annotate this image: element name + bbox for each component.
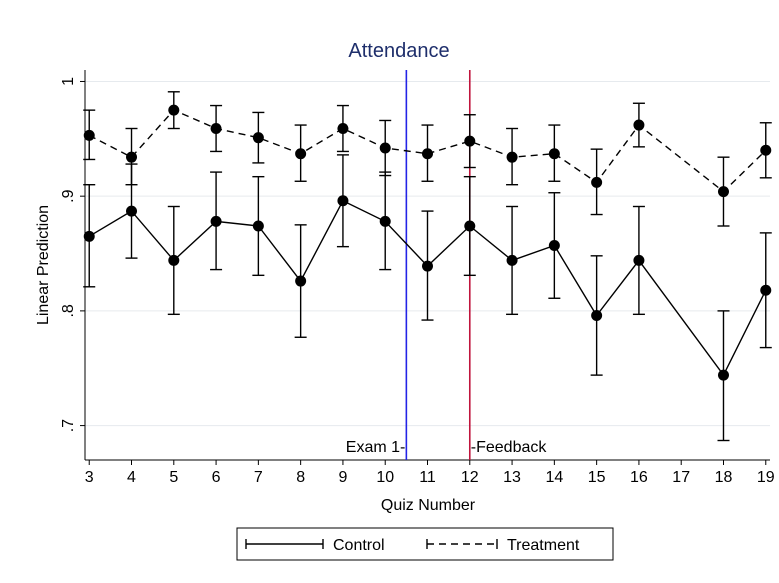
data-point <box>717 186 729 198</box>
data-point <box>379 142 391 154</box>
y-axis-label: Linear Prediction <box>35 205 52 325</box>
data-point <box>83 129 95 141</box>
x-tick-label: 13 <box>503 469 521 486</box>
x-tick-label: 11 <box>419 469 436 486</box>
series-line <box>88 199 767 377</box>
data-point <box>591 309 603 321</box>
data-point <box>168 254 180 266</box>
data-point <box>633 119 645 131</box>
y-axis-ticks: .7 .8 .9 1 <box>60 77 85 432</box>
reference-line-label: -Feedback <box>471 439 548 456</box>
x-tick-label: 19 <box>757 469 775 486</box>
data-point <box>252 220 264 232</box>
data-point <box>252 132 264 144</box>
series-control <box>83 154 772 442</box>
data-point <box>337 123 349 134</box>
legend-item-control: Control <box>245 537 385 554</box>
data-point <box>548 240 560 251</box>
x-tick-label: 14 <box>545 469 563 486</box>
data-point <box>168 104 180 116</box>
data-point <box>126 151 138 163</box>
x-axis-ticks: 3 4 5 6 7 8 9 10 11 12 13 14 15 16 17 18 19 <box>85 460 775 486</box>
data-point <box>295 275 307 287</box>
x-tick-label: 7 <box>254 469 263 486</box>
legend-label: Treatment <box>507 537 580 554</box>
x-tick-label: 15 <box>588 469 606 486</box>
data-point <box>506 254 518 266</box>
x-tick-label: 17 <box>672 469 690 486</box>
data-series <box>83 91 772 442</box>
y-tick-label: .7 <box>60 419 77 432</box>
y-tick-label: .9 <box>60 189 77 202</box>
legend-items: Control Treatment <box>245 537 580 554</box>
y-tick-label: 1 <box>60 77 77 86</box>
x-tick-label: 8 <box>296 469 305 486</box>
x-tick-label: 12 <box>461 469 479 486</box>
data-point <box>379 215 391 227</box>
series-line <box>88 109 767 193</box>
data-point <box>422 260 433 272</box>
legend-box <box>236 527 614 561</box>
data-point <box>422 148 433 160</box>
data-point <box>126 205 138 217</box>
x-tick-label: 18 <box>715 469 733 486</box>
y-tick-label: .8 <box>60 304 77 317</box>
series-treatment <box>83 91 772 227</box>
x-axis-label: Quiz Number <box>381 497 476 514</box>
data-point <box>760 284 772 296</box>
x-tick-label: 10 <box>376 469 394 486</box>
data-point <box>295 148 307 160</box>
data-point <box>591 176 603 188</box>
x-tick-label: 4 <box>127 469 136 486</box>
x-tick-label: 9 <box>338 469 347 486</box>
data-point <box>83 230 95 242</box>
data-point <box>506 151 518 163</box>
x-tick-label: 16 <box>630 469 648 486</box>
data-point <box>548 148 560 160</box>
data-point <box>464 135 476 147</box>
data-point <box>337 195 349 207</box>
x-tick-label: 6 <box>212 469 221 486</box>
legend: Control Treatment <box>236 527 614 561</box>
legend-label: Control <box>333 537 385 554</box>
chart-title: Attendance <box>348 40 449 62</box>
legend-item-treatment: Treatment <box>426 537 580 554</box>
data-point <box>210 215 222 227</box>
reference-line-label: Exam 1- <box>346 439 406 456</box>
x-tick-label: 3 <box>85 469 94 486</box>
data-point <box>717 369 729 381</box>
data-point <box>760 144 772 156</box>
data-point <box>464 220 476 232</box>
data-point <box>210 123 222 134</box>
x-tick-label: 5 <box>169 469 178 486</box>
data-point <box>633 254 645 266</box>
